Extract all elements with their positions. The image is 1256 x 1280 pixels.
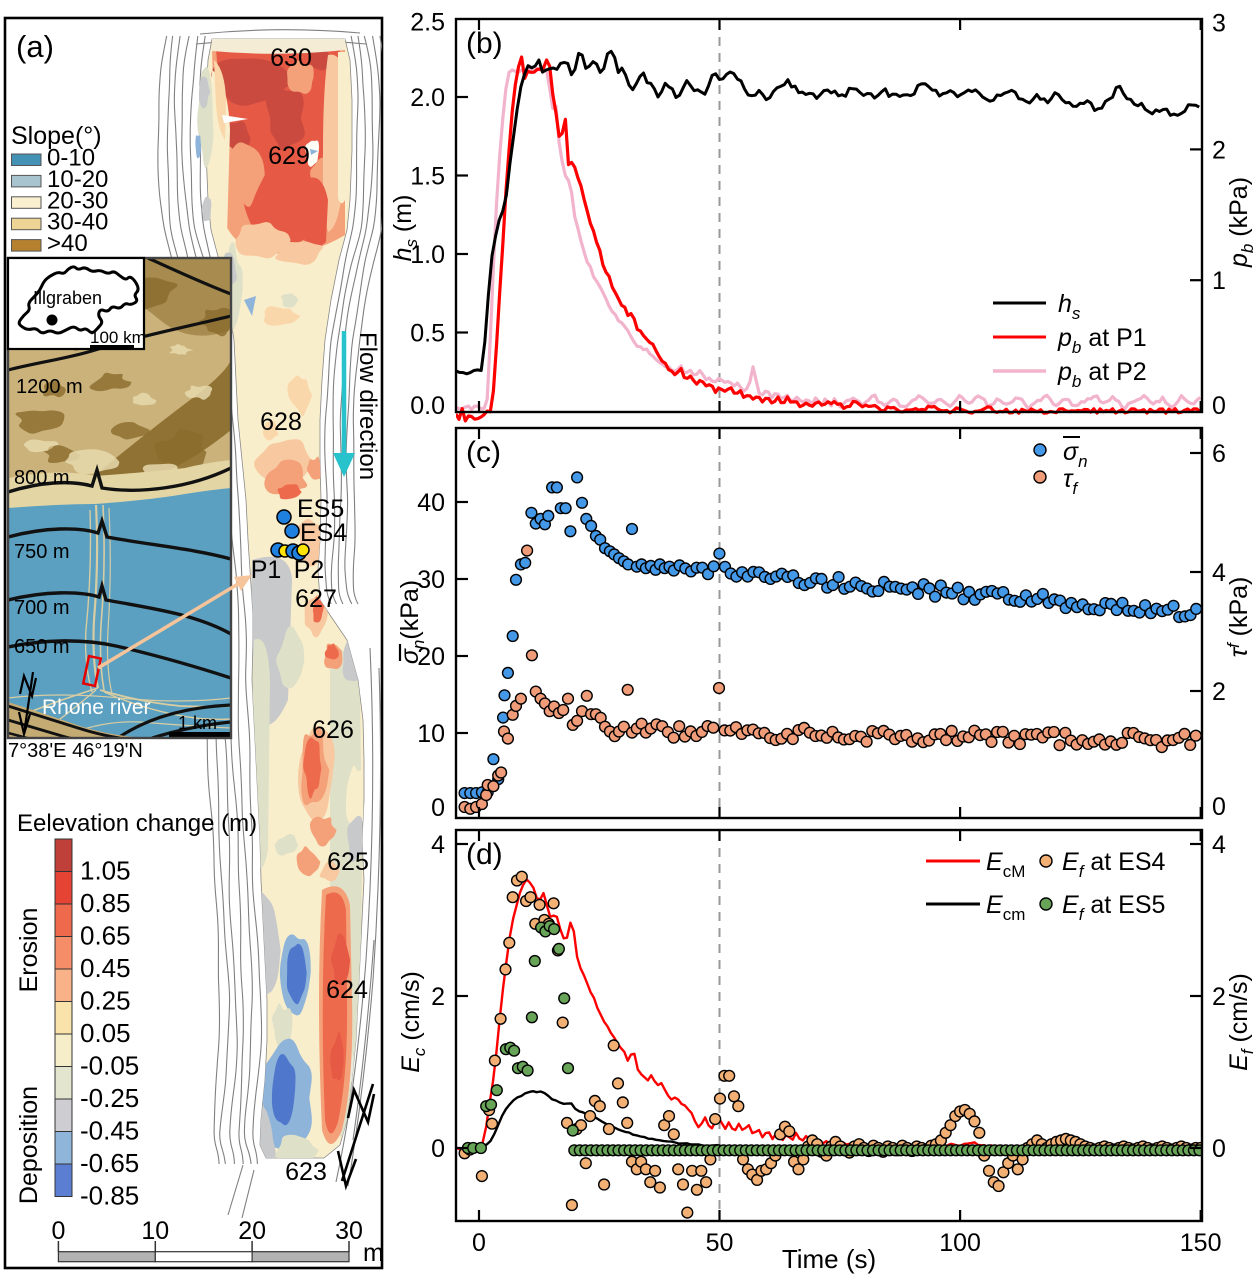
svg-text:30-40: 30-40 xyxy=(47,209,108,236)
svg-text:0: 0 xyxy=(431,794,445,822)
svg-text:4: 4 xyxy=(431,831,445,859)
svg-text:800 m: 800 m xyxy=(14,467,70,489)
svg-text:1.05: 1.05 xyxy=(80,856,131,886)
svg-text:10: 10 xyxy=(141,1217,169,1245)
svg-text:pb (kPa): pb (kPa) xyxy=(1225,177,1256,268)
svg-text:700 m: 700 m xyxy=(14,597,70,619)
svg-text:-0.65: -0.65 xyxy=(80,1148,139,1178)
svg-text:EcM: EcM xyxy=(986,848,1025,881)
svg-text:Ef at ES5: Ef at ES5 xyxy=(1062,891,1165,924)
svg-text:630: 630 xyxy=(270,44,312,72)
svg-text:hs: hs xyxy=(1058,290,1081,323)
svg-text:4: 4 xyxy=(1212,831,1226,859)
svg-text:623: 623 xyxy=(285,1158,327,1186)
svg-text:Erosion: Erosion xyxy=(15,908,43,993)
svg-text:1 km: 1 km xyxy=(178,713,217,733)
svg-text:50: 50 xyxy=(706,1229,734,1257)
svg-text:Flow direction: Flow direction xyxy=(354,332,381,480)
svg-text:-0.85: -0.85 xyxy=(80,1181,139,1211)
svg-text:pb at P1: pb at P1 xyxy=(1057,324,1147,357)
svg-text:2: 2 xyxy=(431,983,445,1011)
svg-text:P2: P2 xyxy=(294,556,325,584)
svg-text:750 m: 750 m xyxy=(14,541,70,563)
svg-text:>40: >40 xyxy=(47,230,88,257)
svg-text:150: 150 xyxy=(1180,1229,1222,1257)
svg-text:1200 m: 1200 m xyxy=(16,376,83,398)
svg-text:σn(kPa): σn(kPa) xyxy=(396,580,428,664)
svg-text:629: 629 xyxy=(268,142,310,170)
svg-text:1.0: 1.0 xyxy=(410,241,445,269)
svg-text:0.85: 0.85 xyxy=(80,888,131,918)
svg-text:20: 20 xyxy=(417,643,445,671)
svg-text:0.25: 0.25 xyxy=(80,986,131,1016)
svg-text:0-10: 0-10 xyxy=(47,145,95,172)
svg-text:-0.05: -0.05 xyxy=(80,1051,139,1081)
svg-text:Deposition: Deposition xyxy=(15,1086,43,1204)
svg-text:0: 0 xyxy=(1212,392,1226,420)
svg-text:100: 100 xyxy=(939,1229,981,1257)
svg-text:10: 10 xyxy=(417,720,445,748)
svg-text:τf: τf xyxy=(1063,465,1079,498)
svg-text:ES4: ES4 xyxy=(300,519,347,547)
svg-text:627: 627 xyxy=(295,585,337,613)
svg-text:Time (s): Time (s) xyxy=(782,1244,876,1274)
svg-text:0.45: 0.45 xyxy=(80,953,131,983)
svg-text:625: 625 xyxy=(327,848,369,876)
svg-text:(b): (b) xyxy=(466,27,503,60)
svg-text:0: 0 xyxy=(431,1135,445,1163)
svg-text:m: m xyxy=(363,1239,384,1267)
svg-text:7°38'E 46°19'N: 7°38'E 46°19'N xyxy=(8,740,143,762)
svg-text:Eelevation change (m): Eelevation change (m) xyxy=(17,810,257,837)
svg-text:40: 40 xyxy=(417,489,445,517)
svg-text:0: 0 xyxy=(472,1229,486,1257)
svg-text:30: 30 xyxy=(335,1217,363,1245)
svg-text:Illgraben: Illgraben xyxy=(33,288,102,308)
svg-text:hs (m): hs (m) xyxy=(389,195,421,262)
svg-text:3: 3 xyxy=(1212,10,1226,38)
svg-text:2: 2 xyxy=(1212,983,1226,1011)
svg-text:pb at P2: pb at P2 xyxy=(1057,358,1147,391)
svg-text:ES5: ES5 xyxy=(297,495,344,523)
svg-text:2: 2 xyxy=(1212,136,1226,164)
svg-text:Ef (cm/s): Ef (cm/s) xyxy=(1225,973,1256,1071)
svg-text:2.0: 2.0 xyxy=(410,84,445,112)
svg-text:Ecm: Ecm xyxy=(986,891,1025,924)
svg-text:0: 0 xyxy=(1212,793,1226,821)
svg-text:20: 20 xyxy=(238,1217,266,1245)
svg-text:0: 0 xyxy=(51,1217,65,1245)
svg-text:-0.25: -0.25 xyxy=(80,1083,139,1113)
svg-text:100 km: 100 km xyxy=(90,328,146,347)
svg-text:(c): (c) xyxy=(466,436,501,469)
svg-text:2: 2 xyxy=(1212,678,1226,706)
svg-text:6: 6 xyxy=(1212,440,1226,468)
svg-text:4: 4 xyxy=(1212,559,1226,587)
svg-text:2.5: 2.5 xyxy=(410,9,445,37)
svg-text:0.5: 0.5 xyxy=(410,320,445,348)
svg-text:1.5: 1.5 xyxy=(410,163,445,191)
svg-text:20-30: 20-30 xyxy=(47,187,108,214)
svg-text:(a): (a) xyxy=(16,29,54,64)
svg-text:Ec (cm/s): Ec (cm/s) xyxy=(397,971,429,1073)
svg-text:0.65: 0.65 xyxy=(80,921,131,951)
svg-text:Rhone river: Rhone river xyxy=(42,696,151,719)
svg-text:Slope(°): Slope(°) xyxy=(11,122,102,150)
svg-text:Ef at ES4: Ef at ES4 xyxy=(1062,848,1166,881)
svg-text:P1: P1 xyxy=(251,556,282,584)
svg-text:10-20: 10-20 xyxy=(47,166,108,193)
svg-text:(d): (d) xyxy=(466,838,503,871)
svg-text:0.05: 0.05 xyxy=(80,1018,131,1048)
svg-text:650 m: 650 m xyxy=(14,636,70,658)
svg-text:0: 0 xyxy=(1212,1135,1226,1163)
svg-text:30: 30 xyxy=(417,566,445,594)
svg-text:626: 626 xyxy=(312,716,354,744)
svg-text:624: 624 xyxy=(326,976,368,1004)
svg-text:-0.45: -0.45 xyxy=(80,1116,139,1146)
svg-text:0.0: 0.0 xyxy=(410,392,445,420)
svg-text:628: 628 xyxy=(260,408,302,436)
svg-text:1: 1 xyxy=(1212,267,1226,295)
svg-text:σn: σn xyxy=(1063,438,1088,471)
svg-text:τf (kPa): τf (kPa) xyxy=(1224,577,1253,658)
